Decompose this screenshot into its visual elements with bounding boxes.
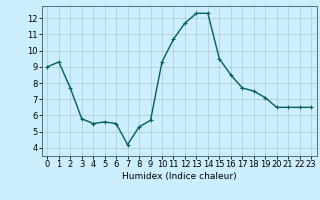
X-axis label: Humidex (Indice chaleur): Humidex (Indice chaleur) <box>122 172 236 181</box>
